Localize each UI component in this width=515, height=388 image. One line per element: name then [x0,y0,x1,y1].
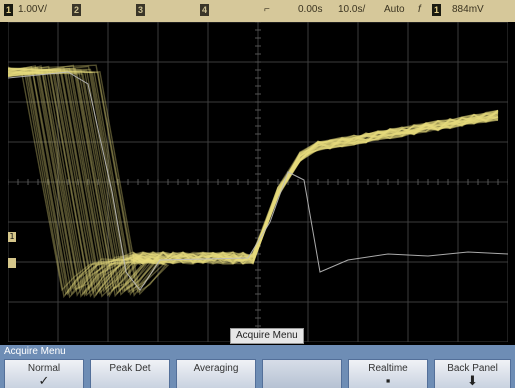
persistence-trace [8,68,499,295]
persistence-trace [8,67,499,293]
persistence-trace [8,71,499,293]
persistence-trace [8,71,499,291]
channel-3-indicator[interactable]: 3 [136,4,145,16]
trigger-mode: Auto [384,4,405,15]
realtime-softkey[interactable]: Realtime ▪ [348,359,428,388]
channel-1-badge: 1 [4,4,13,16]
persistence-trace [8,71,499,290]
persistence-trace [8,65,499,298]
channel-1-ground-marker-2 [8,258,16,268]
persistence-trace [8,64,499,289]
persistence-trace [8,65,499,291]
persistence-trace [8,68,499,296]
persistence-trace [8,72,499,291]
persistence-trace [8,70,499,292]
persistence-trace [8,68,499,296]
check-icon: ✓ [38,373,50,388]
channel-4-indicator[interactable]: 4 [200,4,209,16]
persistence-trace [8,70,499,297]
persistence-trace [8,69,499,296]
arrow-down-icon: ⬇ [467,373,478,388]
channel-2-indicator[interactable]: 2 [72,4,81,16]
persistence-trace [8,69,499,294]
persistence-trace [8,67,499,298]
waveform-display: 1 [8,22,508,342]
status-bar: 1 1.00V/ 2 3 4 ⌐ 0.00s 10.0s/ Auto f 1 8… [0,0,515,22]
persistence-trace [8,72,499,299]
trigger-level: 884mV [452,4,484,15]
vertical-scale: 1.00V/ [18,4,47,15]
persistence-trace [8,68,499,297]
trigger-source: 1 [432,4,441,16]
persistence-trace [8,71,499,296]
persistence-trace [8,67,499,293]
persistence-trace [8,70,499,299]
persistence-trace [8,67,499,292]
horizontal-delay: 0.00s [298,4,323,15]
acquire-menu-popup: Acquire Menu [230,328,304,344]
persistence-trace [8,71,499,298]
trigger-slope-icon: f [418,4,421,15]
graticule [8,22,508,342]
persistence-trace [8,67,499,299]
timebase: 10.0s/ [338,4,366,15]
toggle-indicator-icon: ▪ [385,373,391,388]
channel-1-indicator[interactable]: 1 [4,4,13,16]
trigger-position-icon: ⌐ [264,4,270,15]
channel-1-ground-marker[interactable]: 1 [8,232,16,242]
peak-detect-softkey[interactable]: Peak Det [90,359,170,388]
persistence-trace [8,71,498,296]
waveform-canvas [8,22,508,342]
persistence-trace [8,65,499,296]
persistence-trace [8,71,499,298]
persistence-trace [8,66,499,297]
reference-trace [8,71,508,291]
persistence-trace [8,67,499,297]
averaging-softkey[interactable]: Averaging [176,359,256,388]
persistence-trace [8,69,499,290]
disabled-softkey [262,359,342,388]
persistence-trace [8,68,499,296]
persistence-trace [8,69,499,294]
normal-softkey[interactable]: Normal ✓ [4,359,84,388]
softkey-menu: Acquire Menu Normal ✓ Peak Det Averaging… [0,345,515,388]
persistence-trace [8,69,499,297]
waveform-traces [8,64,508,299]
persistence-trace [8,66,499,292]
back-panel-softkey[interactable]: Back Panel ⬇ [434,359,511,388]
menu-title: Acquire Menu [4,346,66,357]
persistence-trace [8,65,499,291]
persistence-trace [8,68,499,292]
persistence-trace [8,67,499,294]
